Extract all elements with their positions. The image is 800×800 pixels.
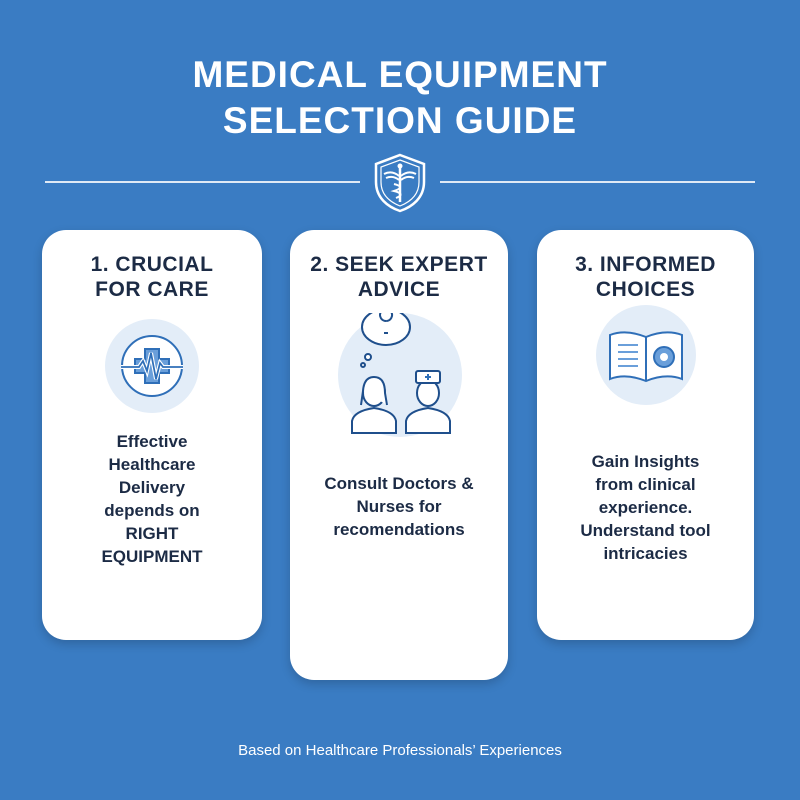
text-line: experience. <box>598 498 693 517</box>
card-seek-expert-advice: 2. SEEK EXPERT ADVICE Consult Doctors & … <box>290 230 508 680</box>
divider-left <box>45 181 360 183</box>
card-title-line: 3. INFORMED <box>575 253 716 276</box>
text-line: Understand tool <box>580 521 711 540</box>
icon-circle <box>105 319 199 413</box>
text-line: recomendations <box>333 520 465 539</box>
text-line: EQUIPMENT <box>101 547 203 566</box>
card-description: Consult Doctors & Nurses for recomendati… <box>300 472 498 541</box>
text-line: Nurses for <box>356 497 442 516</box>
caduceus-shield-icon <box>374 153 426 213</box>
text-line: Consult Doctors & <box>324 474 474 493</box>
icon-circle <box>596 305 696 405</box>
text-line: depends on <box>104 501 200 520</box>
card-informed-choices: 3. INFORMED CHOICES Gain Insights from c… <box>537 230 754 640</box>
text-line: intricacies <box>603 544 688 563</box>
text-line: Delivery <box>118 478 186 497</box>
card-description: Gain Insights from clinical experience. … <box>547 450 744 565</box>
text-line: Gain Insights <box>591 452 700 471</box>
text-line: Effective <box>116 432 188 451</box>
card-crucial-for-care: 1. CRUCIAL FOR CARE Effective Healthcare… <box>42 230 262 640</box>
text-line: Healthcare <box>108 455 196 474</box>
card-title-line: CHOICES <box>595 278 696 301</box>
icon-circle <box>338 313 462 437</box>
card-title: 1. CRUCIAL FOR CARE <box>42 252 262 302</box>
title-line-1: MEDICAL EQUIPMENT <box>192 54 608 95</box>
card-title-line: 1. CRUCIAL <box>90 253 214 276</box>
footer-note: Based on Healthcare Professionals’ Exper… <box>238 742 562 759</box>
card-title: 2. SEEK EXPERT ADVICE <box>290 252 508 302</box>
text-line: RIGHT <box>125 524 179 543</box>
book-gear-icon <box>609 331 683 383</box>
card-description: Effective Healthcare Delivery depends on… <box>52 430 252 568</box>
title-line-2: SELECTION GUIDE <box>222 100 578 141</box>
doctor-nurse-lightbulb-icon <box>351 313 451 434</box>
divider-right <box>440 181 755 183</box>
page-title: MEDICAL EQUIPMENT SELECTION GUIDE <box>0 52 800 144</box>
card-title-line: 2. SEEK EXPERT <box>310 253 488 276</box>
text-line: from clinical <box>595 475 696 494</box>
card-title: 3. INFORMED CHOICES <box>537 252 754 302</box>
card-title-line: ADVICE <box>357 278 441 301</box>
medical-cross-heartbeat-icon <box>121 335 183 397</box>
card-title-line: FOR CARE <box>95 278 209 301</box>
